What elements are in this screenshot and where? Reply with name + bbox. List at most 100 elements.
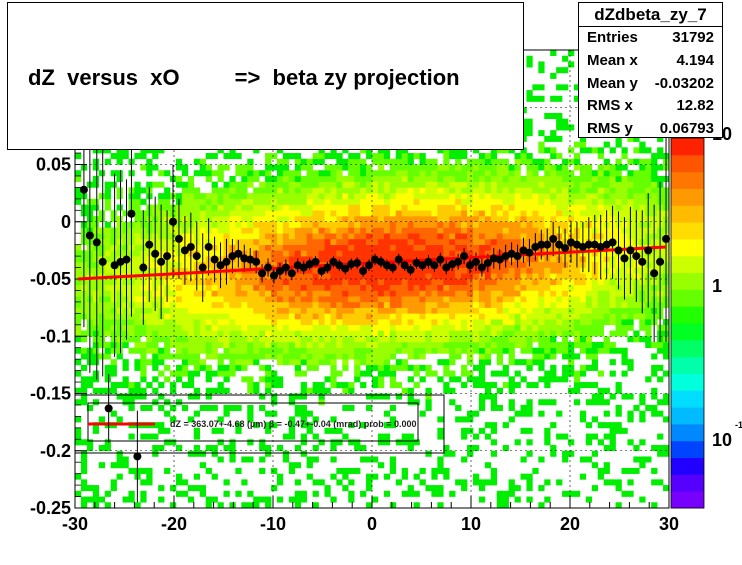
heatmap-cell (508, 279, 515, 286)
heatmap-cell (175, 353, 183, 360)
heatmap-cell (514, 370, 521, 377)
heatmap-cell (187, 198, 195, 205)
heatmap-cell (324, 319, 331, 326)
heatmap-cell (603, 296, 610, 303)
heatmap-cell (579, 198, 587, 205)
heatmap-cell (324, 347, 331, 354)
heatmap-cell (585, 330, 593, 337)
heatmap-cell (211, 193, 218, 200)
heatmap-cell (484, 198, 492, 205)
profile-point (347, 260, 356, 269)
heatmap-cell (140, 404, 147, 411)
heatmap-cell (639, 416, 646, 423)
heatmap-cell (116, 324, 123, 331)
heatmap-cell (265, 193, 272, 200)
heatmap-cell (276, 210, 284, 217)
heatmap-cell (461, 370, 468, 377)
heatmap-cell (366, 227, 373, 234)
heatmap-cell (175, 181, 183, 188)
heatmap-cell (372, 456, 379, 463)
heatmap-cell (276, 341, 284, 348)
heatmap-cell (354, 170, 361, 177)
heatmap-cell (538, 330, 545, 337)
heatmap-cell (146, 158, 153, 165)
heatmap-cell (603, 467, 610, 474)
heatmap-cell (300, 204, 307, 211)
heatmap-cell (562, 124, 569, 131)
heatmap-cell (92, 370, 100, 377)
heatmap-cell (591, 198, 599, 205)
heatmap-cell (419, 187, 426, 194)
heatmap-cell (651, 410, 658, 417)
heatmap-cell (591, 359, 599, 366)
heatmap-cell (110, 256, 117, 263)
heatmap-cell (550, 50, 557, 57)
heatmap-cell (472, 341, 480, 348)
heatmap-cell (271, 175, 278, 182)
heatmap-cell (526, 473, 533, 480)
heatmap-cell (253, 233, 260, 240)
heatmap-cell (621, 330, 628, 337)
heatmap-cell (579, 319, 587, 326)
heatmap-cell (306, 267, 313, 274)
heatmap-cell (508, 324, 515, 331)
heatmap-cell (80, 462, 88, 469)
heatmap-cell (591, 324, 599, 331)
heatmap-cell (573, 336, 581, 343)
heatmap-cell (134, 341, 141, 348)
heatmap-cell (324, 233, 331, 240)
heatmap-cell (377, 227, 385, 234)
heatmap-cell (348, 198, 355, 205)
heatmap-cell (324, 290, 331, 297)
heatmap-cell (556, 261, 563, 268)
heatmap-cell (211, 301, 218, 308)
heatmap-cell (241, 204, 248, 211)
heatmap-cell (259, 364, 266, 371)
heatmap-cell (639, 170, 646, 177)
heatmap-cell (146, 147, 153, 154)
heatmap-cell (366, 284, 373, 291)
heatmap-cell (449, 370, 456, 377)
heatmap-cell (490, 347, 498, 354)
heatmap-cell (407, 279, 414, 286)
heatmap-cell (211, 341, 218, 348)
heatmap-cell (621, 164, 628, 171)
heatmap-cell (526, 204, 533, 211)
heatmap-cell (86, 376, 94, 383)
heatmap-cell (259, 193, 266, 200)
heatmap-cell (205, 467, 212, 474)
heatmap-cell (508, 359, 515, 366)
heatmap-cell (461, 279, 468, 286)
heatmap-cell (597, 319, 604, 326)
heatmap-cell (627, 187, 634, 194)
heatmap-cell (490, 210, 498, 217)
heatmap-cell (437, 170, 444, 177)
heatmap-cell (259, 170, 266, 177)
heatmap-cell (253, 216, 260, 223)
heatmap-cell (342, 233, 349, 240)
heatmap-cell (300, 422, 307, 429)
heatmap-cell (199, 341, 206, 348)
heatmap-cell (455, 227, 462, 234)
heatmap-cell (526, 450, 533, 457)
heatmap-cell (92, 267, 100, 274)
heatmap-cell (407, 193, 414, 200)
heatmap-cell (591, 175, 599, 182)
heatmap-cell (443, 319, 450, 326)
heatmap-cell (116, 238, 123, 245)
heatmap-cell (568, 341, 575, 348)
heatmap-cell (80, 387, 88, 394)
heatmap-cell (585, 284, 593, 291)
heatmap-cell (449, 273, 456, 280)
heatmap-cell (318, 227, 325, 234)
heatmap-cell (496, 290, 503, 297)
heatmap-cell (217, 416, 224, 423)
heatmap-cell (306, 175, 313, 182)
heatmap-cell (597, 290, 604, 297)
heatmap-cell (324, 336, 331, 343)
heatmap-cell (609, 330, 616, 337)
heatmap-cell (199, 462, 206, 469)
heatmap-cell (562, 347, 569, 354)
heatmap-cell (223, 193, 230, 200)
heatmap-cell (318, 393, 325, 400)
